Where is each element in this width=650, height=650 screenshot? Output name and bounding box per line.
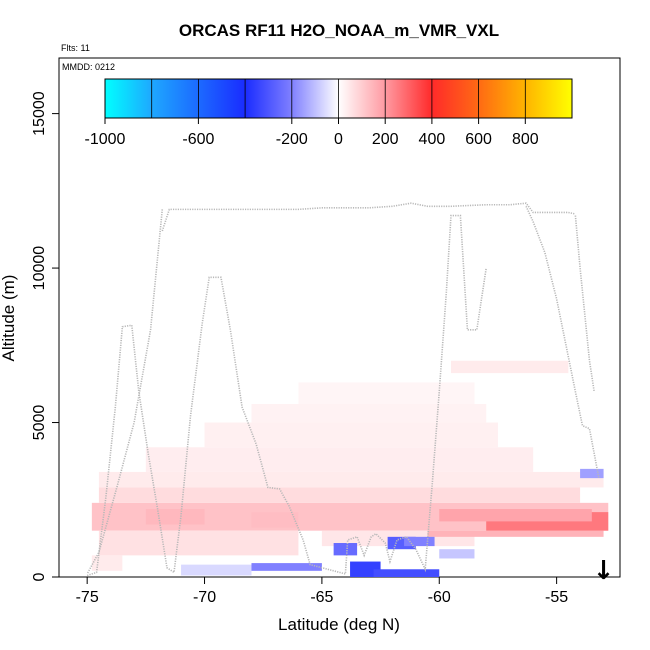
x-tick-label: -65 — [310, 589, 333, 606]
plot-frame — [58, 57, 621, 578]
anomaly-cell — [350, 561, 381, 577]
mmdd-label: MMDD: 0212 — [62, 62, 115, 72]
colorbar-tick-label: -1000 — [85, 131, 126, 148]
x-tick-label: -70 — [193, 589, 216, 606]
y-axis-label: Altitude (m) — [0, 275, 18, 362]
anomaly-cell — [145, 447, 534, 472]
anomaly-cell — [439, 509, 592, 522]
anomaly-cell — [373, 569, 440, 577]
y-tick-label: 10000 — [31, 246, 48, 291]
colorbar-tick-label: 200 — [372, 131, 399, 148]
upper-flight-track — [161, 202, 576, 232]
anomaly-cell — [98, 471, 604, 488]
anomaly-cell — [580, 468, 604, 479]
colorbar: -1000 -600 -200 0 200 400 600 800 — [85, 78, 573, 148]
chart-title: ORCAS RF11 H2O_NOAA_m_VMR_VXL — [179, 21, 499, 40]
anomaly-cell — [145, 509, 205, 525]
x-axis-label: Latitude (deg N) — [278, 615, 400, 634]
colorbar-tick-label: 600 — [465, 131, 492, 148]
x-tick-label: -55 — [545, 589, 568, 606]
y-tick-label: 0 — [31, 572, 48, 581]
right-flight-track-2 — [574, 215, 595, 392]
anomaly-cell — [98, 530, 299, 556]
anomaly-cell — [251, 563, 322, 571]
flight-tracks — [86, 202, 600, 577]
x-axis: -75 -70 -65 -60 -55 — [76, 577, 568, 606]
y-axis: 0 5000 10000 15000 — [31, 91, 59, 581]
right-flight-track — [525, 205, 600, 479]
anomaly-cell — [98, 487, 581, 503]
colorbar-tick-label: 0 — [334, 131, 343, 148]
y-tick-label: 5000 — [31, 405, 48, 441]
direction-arrow-icon: ↓ — [593, 556, 615, 586]
x-tick-label: -60 — [428, 589, 451, 606]
descent-flight-track — [86, 209, 164, 575]
anomaly-cell — [427, 530, 604, 537]
anomaly-cell — [204, 422, 498, 448]
anomaly-cell — [181, 564, 252, 576]
colorbar-tick-label: -600 — [182, 131, 214, 148]
anomaly-cell — [450, 360, 569, 374]
anomaly-cell — [91, 555, 123, 571]
y-tick-label: 15000 — [31, 91, 48, 136]
colorbar-tick-label: 800 — [512, 131, 539, 148]
colorbar-tick-label: 400 — [419, 131, 446, 148]
anomaly-cells — [91, 360, 609, 577]
anomaly-cell — [404, 536, 435, 547]
x-tick-label: -75 — [76, 589, 99, 606]
flights-label: Flts: 11 — [61, 43, 90, 53]
anomaly-cell — [439, 549, 475, 559]
anomaly-cell — [298, 382, 475, 404]
colorbar-tick-label: -200 — [276, 131, 308, 148]
anomaly-cell — [251, 404, 487, 423]
anomaly-cell — [333, 543, 358, 556]
flight-track — [86, 214, 487, 577]
anomaly-cell — [251, 512, 299, 528]
